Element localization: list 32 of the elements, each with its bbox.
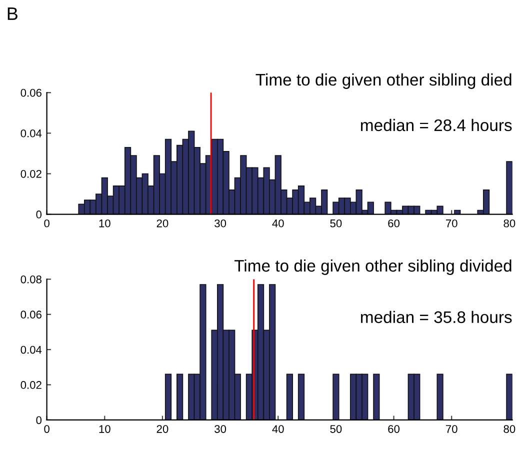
x-tick-label: 0 bbox=[44, 219, 50, 228]
y-tick-label: 0.02 bbox=[20, 170, 42, 178]
x-tick-label: 30 bbox=[214, 425, 226, 433]
y-tick-label: 0.06 bbox=[20, 310, 42, 319]
x-tick-label: 0 bbox=[44, 425, 50, 433]
x-tick-label: 40 bbox=[272, 219, 284, 228]
y-tick-label: 0.02 bbox=[20, 381, 42, 389]
chart-title: Time to die given other sibling died bbox=[256, 73, 512, 89]
x-tick-label: 40 bbox=[272, 425, 284, 433]
y-tick-label: 0.04 bbox=[20, 346, 42, 354]
text: B bbox=[8, 7, 18, 20]
y-tick-label: 0.08 bbox=[20, 275, 42, 284]
x-tick-label: 10 bbox=[99, 425, 110, 433]
x-tick-label: 60 bbox=[388, 425, 400, 433]
y-tick-label: 0.04 bbox=[20, 129, 42, 138]
x-tick-label: 10 bbox=[99, 219, 110, 228]
x-tick-label: 70 bbox=[446, 219, 458, 228]
x-tick-label: 80 bbox=[504, 425, 516, 433]
x-tick-label: 80 bbox=[504, 219, 516, 228]
x-tick-label: 50 bbox=[330, 219, 342, 228]
y-tick-label: 0.06 bbox=[20, 88, 42, 97]
x-tick-label: 20 bbox=[156, 425, 168, 433]
x-tick-label: 70 bbox=[446, 425, 458, 433]
y-tick-label: 0 bbox=[36, 416, 42, 424]
annotation: median = 35.8 hours bbox=[361, 310, 512, 324]
x-tick-label: 60 bbox=[388, 219, 400, 228]
x-tick-label: 30 bbox=[214, 219, 226, 228]
x-tick-label: 20 bbox=[156, 219, 168, 228]
annotation: median = 28.4 hours bbox=[361, 118, 512, 132]
chart-title: Time to die given other sibling divided bbox=[234, 259, 512, 275]
y-tick-label: 0 bbox=[36, 210, 42, 218]
x-tick-label: 50 bbox=[330, 425, 342, 433]
